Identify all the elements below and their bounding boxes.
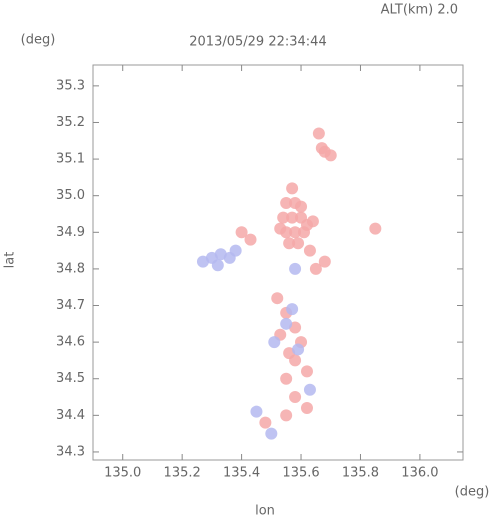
plot-frame <box>92 64 464 461</box>
y-tick-label: 34.8 <box>56 261 85 276</box>
point <box>369 222 382 235</box>
x-tick-label: 135.8 <box>342 466 379 481</box>
point <box>300 365 313 378</box>
subtitle: ALT(km) 2.0 <box>381 3 458 18</box>
point <box>324 149 337 162</box>
point <box>283 237 296 250</box>
point <box>303 244 316 257</box>
point <box>289 354 302 367</box>
point <box>250 405 263 418</box>
point <box>312 127 325 140</box>
y-tick-label: 34.3 <box>56 444 85 459</box>
y-tick-label: 35.0 <box>56 188 85 203</box>
x-tick-label: 136.0 <box>401 466 438 481</box>
y-tick-label: 34.7 <box>56 298 85 313</box>
y-unit: (deg) <box>21 33 56 48</box>
point <box>309 262 322 275</box>
x-axis-label: lon <box>255 504 275 519</box>
point <box>196 255 209 268</box>
point <box>289 262 302 275</box>
point <box>289 391 302 404</box>
point <box>265 427 278 440</box>
point <box>315 142 328 155</box>
chart-title: 2013/05/29 22:34:44 <box>189 35 326 50</box>
point <box>277 211 290 224</box>
point <box>292 237 305 250</box>
x-tick-label: 135.6 <box>282 466 319 481</box>
x-tick-label: 135.0 <box>104 466 141 481</box>
y-tick-label: 35.3 <box>56 78 85 93</box>
y-tick-label: 34.9 <box>56 225 85 240</box>
point <box>271 292 284 305</box>
point <box>211 259 224 272</box>
point <box>280 317 293 330</box>
y-tick-label: 34.5 <box>56 371 85 386</box>
point <box>286 303 299 316</box>
x-unit: (deg) <box>455 485 490 500</box>
point <box>318 255 331 268</box>
point <box>303 383 316 396</box>
point <box>292 343 305 356</box>
point <box>280 197 293 210</box>
point <box>280 409 293 422</box>
point <box>274 222 287 235</box>
point <box>268 336 281 349</box>
x-tick-label: 135.2 <box>164 466 201 481</box>
point <box>280 372 293 385</box>
x-tick-label: 135.4 <box>223 466 260 481</box>
y-tick-label: 35.1 <box>56 152 85 167</box>
point <box>235 226 248 239</box>
point <box>229 244 242 257</box>
point <box>306 215 319 228</box>
point <box>298 226 311 239</box>
point <box>286 211 299 224</box>
point <box>289 226 302 239</box>
y-tick-label: 34.6 <box>56 335 85 350</box>
point <box>300 402 313 415</box>
point <box>295 200 308 213</box>
point <box>259 416 272 429</box>
y-tick-label: 35.2 <box>56 115 85 130</box>
point <box>244 233 257 246</box>
y-axis-label: lat <box>3 252 18 269</box>
point <box>286 182 299 195</box>
y-tick-label: 34.4 <box>56 408 85 423</box>
